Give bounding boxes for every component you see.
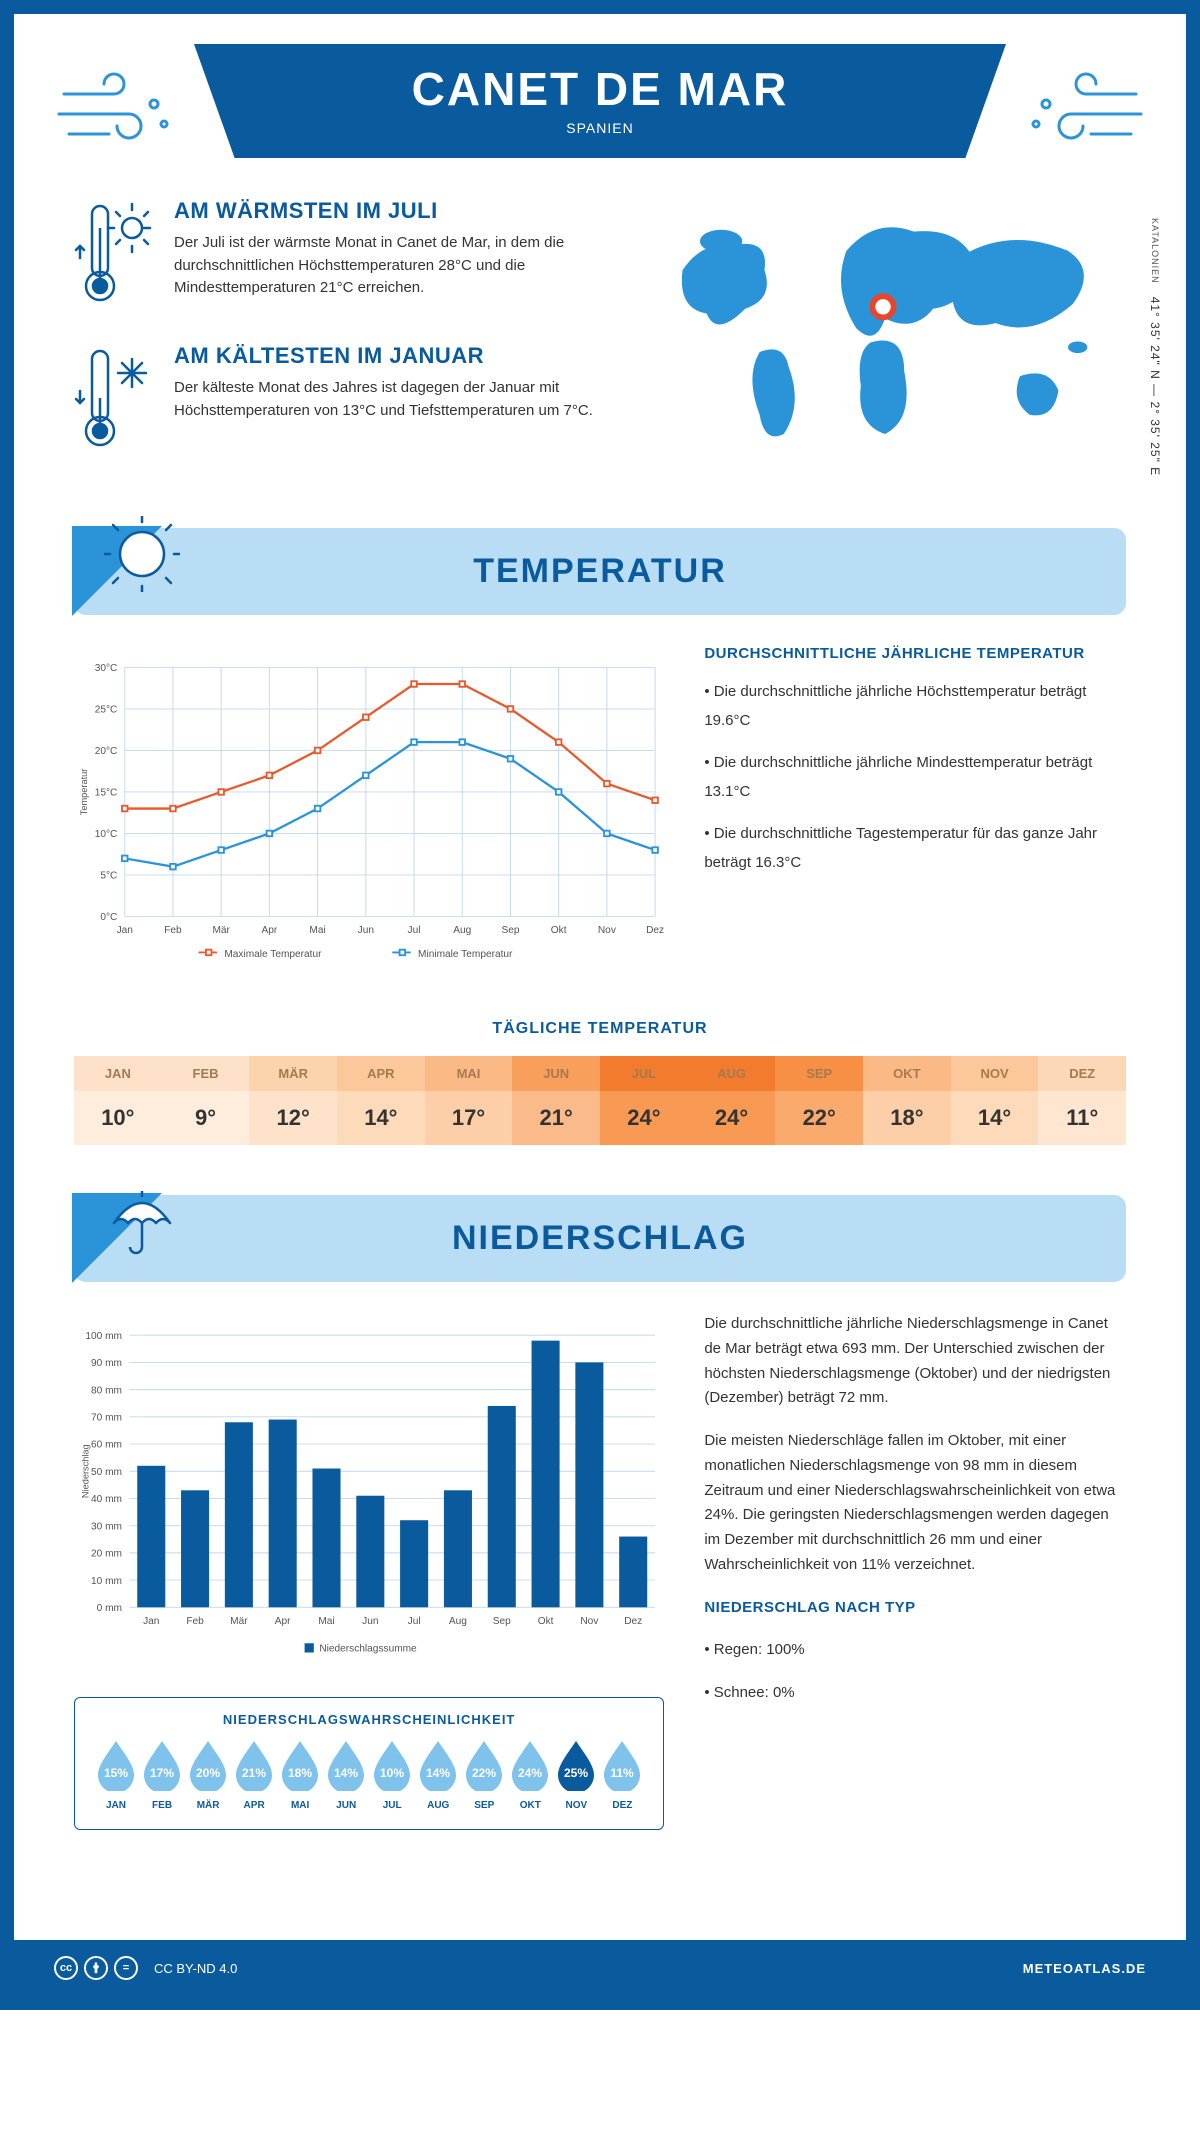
location-title: CANET DE MAR: [234, 62, 966, 116]
svg-text:Sep: Sep: [501, 925, 519, 936]
precip-text-2: Die meisten Niederschläge fallen im Okto…: [704, 1429, 1126, 1578]
svg-text:Feb: Feb: [164, 925, 182, 936]
page-header: CANET DE MAR SPANIEN: [194, 44, 1006, 158]
temperature-banner: TEMPERATUR: [74, 528, 1126, 615]
svg-text:0 mm: 0 mm: [97, 1603, 122, 1614]
svg-text:Nov: Nov: [580, 1616, 599, 1627]
svg-text:15%: 15%: [104, 1766, 128, 1780]
svg-text:Okt: Okt: [538, 1616, 554, 1627]
svg-text:20 mm: 20 mm: [91, 1549, 122, 1560]
svg-text:Apr: Apr: [275, 1616, 291, 1627]
svg-text:Dez: Dez: [646, 925, 664, 936]
coldest-title: AM KÄLTESTEN IM JANUAR: [174, 343, 604, 369]
svg-text:22%: 22%: [472, 1766, 496, 1780]
svg-text:Feb: Feb: [186, 1616, 204, 1627]
svg-text:10%: 10%: [380, 1766, 404, 1780]
daily-temp-title: TÄGLICHE TEMPERATUR: [74, 1020, 1126, 1038]
svg-text:Apr: Apr: [261, 925, 277, 936]
warmest-title: AM WÄRMSTEN IM JULI: [174, 198, 604, 224]
svg-text:Mai: Mai: [318, 1616, 334, 1627]
svg-text:Okt: Okt: [551, 925, 567, 936]
cc-icon: cc: [54, 1956, 78, 1980]
svg-text:Aug: Aug: [449, 1616, 467, 1627]
sun-icon: [104, 516, 180, 597]
svg-text:14%: 14%: [426, 1766, 450, 1780]
temp-facts-title: DURCHSCHNITTLICHE JÄHRLICHE TEMPERATUR: [704, 645, 1126, 662]
svg-text:40 mm: 40 mm: [91, 1494, 122, 1505]
svg-text:Jan: Jan: [117, 925, 133, 936]
coordinates: KATALONIEN 41° 35' 24" N — 2° 35' 25" E: [1148, 218, 1162, 476]
svg-text:Maximale Temperatur: Maximale Temperatur: [224, 949, 322, 960]
svg-text:17%: 17%: [150, 1766, 174, 1780]
svg-text:Jul: Jul: [408, 925, 421, 936]
svg-text:Temperatur: Temperatur: [79, 769, 89, 816]
svg-text:80 mm: 80 mm: [91, 1385, 122, 1396]
svg-text:Mai: Mai: [309, 925, 325, 936]
warmest-block: AM WÄRMSTEN IM JULI Der Juli ist der wär…: [74, 198, 604, 313]
svg-text:5°C: 5°C: [100, 871, 117, 882]
world-map: KATALONIEN 41° 35' 24" N — 2° 35' 25" E: [644, 198, 1126, 488]
precipitation-probability-box: NIEDERSCHLAGSWAHRSCHEINLICHKEIT 15%JAN17…: [74, 1697, 664, 1830]
warmest-text: Der Juli ist der wärmste Monat in Canet …: [174, 232, 604, 300]
svg-text:60 mm: 60 mm: [91, 1440, 122, 1451]
svg-text:Mär: Mär: [230, 1616, 248, 1627]
wind-icon-right: [1016, 64, 1146, 159]
umbrella-icon: [104, 1183, 180, 1264]
svg-text:Niederschlagssumme: Niederschlagssumme: [319, 1644, 417, 1655]
thermometer-hot-icon: [74, 198, 154, 313]
license-block: cc 🛉 = CC BY-ND 4.0: [54, 1956, 237, 1980]
svg-text:Niederschlag: Niederschlag: [81, 1444, 91, 1498]
location-country: SPANIEN: [234, 120, 966, 136]
svg-text:25%: 25%: [564, 1766, 588, 1780]
wind-icon-left: [54, 64, 184, 159]
svg-text:90 mm: 90 mm: [91, 1358, 122, 1369]
nd-icon: =: [114, 1956, 138, 1980]
svg-text:Dez: Dez: [624, 1616, 642, 1627]
coldest-text: Der kälteste Monat des Jahres ist dagege…: [174, 377, 604, 422]
svg-text:100 mm: 100 mm: [85, 1331, 122, 1342]
svg-text:0°C: 0°C: [100, 912, 117, 923]
temperature-line-chart: 0°C 5°C 10°C 15°C 20°C 25°C 30°C Jan Feb Mär Apr Ma…: [74, 645, 664, 985]
svg-text:20%: 20%: [196, 1766, 220, 1780]
brand-name: METEOATLAS.DE: [1023, 1961, 1146, 1976]
daily-temp-strip: JAN10°FEB9°MÄR12°APR14°MAI17°JUN21°JUL24…: [74, 1056, 1126, 1145]
precip-type-title: NIEDERSCHLAG NACH TYP: [704, 1596, 1126, 1621]
svg-text:10°C: 10°C: [95, 829, 118, 840]
svg-text:15°C: 15°C: [95, 788, 118, 799]
svg-text:70 mm: 70 mm: [91, 1413, 122, 1424]
svg-text:18%: 18%: [288, 1766, 312, 1780]
svg-text:30°C: 30°C: [95, 663, 118, 674]
svg-text:20°C: 20°C: [95, 746, 118, 757]
precipitation-title: NIEDERSCHLAG: [114, 1219, 1086, 1258]
precip-text-1: Die durchschnittliche jährliche Niedersc…: [704, 1312, 1126, 1411]
svg-text:14%: 14%: [334, 1766, 358, 1780]
svg-text:Aug: Aug: [453, 925, 471, 936]
coldest-block: AM KÄLTESTEN IM JANUAR Der kälteste Mona…: [74, 343, 604, 458]
precipitation-banner: NIEDERSCHLAG: [74, 1195, 1126, 1282]
svg-text:Minimale Temperatur: Minimale Temperatur: [418, 949, 513, 960]
svg-text:25°C: 25°C: [95, 705, 118, 716]
svg-text:Mär: Mär: [212, 925, 230, 936]
svg-text:Jun: Jun: [358, 925, 374, 936]
temp-facts-list: • Die durchschnittliche jährliche Höchst…: [704, 678, 1126, 877]
svg-text:50 mm: 50 mm: [91, 1467, 122, 1478]
svg-text:21%: 21%: [242, 1766, 266, 1780]
svg-text:Jul: Jul: [408, 1616, 421, 1627]
svg-text:10 mm: 10 mm: [91, 1576, 122, 1587]
svg-text:Jun: Jun: [362, 1616, 378, 1627]
page-footer: cc 🛉 = CC BY-ND 4.0 METEOATLAS.DE: [14, 1940, 1186, 1996]
svg-text:11%: 11%: [611, 1766, 635, 1780]
precip-type-list: • Regen: 100%• Schnee: 0%: [704, 1636, 1126, 1707]
thermometer-cold-icon: [74, 343, 154, 458]
svg-text:24%: 24%: [518, 1766, 542, 1780]
svg-text:Jan: Jan: [143, 1616, 159, 1627]
temperature-title: TEMPERATUR: [114, 552, 1086, 591]
svg-text:30 mm: 30 mm: [91, 1521, 122, 1532]
precipitation-bar-chart: 0 mm 10 mm 20 mm 30 mm 40 mm 50 mm 60 mm 70 mm 8…: [74, 1312, 664, 1672]
svg-text:Nov: Nov: [598, 925, 617, 936]
by-icon: 🛉: [84, 1956, 108, 1980]
svg-text:Sep: Sep: [493, 1616, 511, 1627]
